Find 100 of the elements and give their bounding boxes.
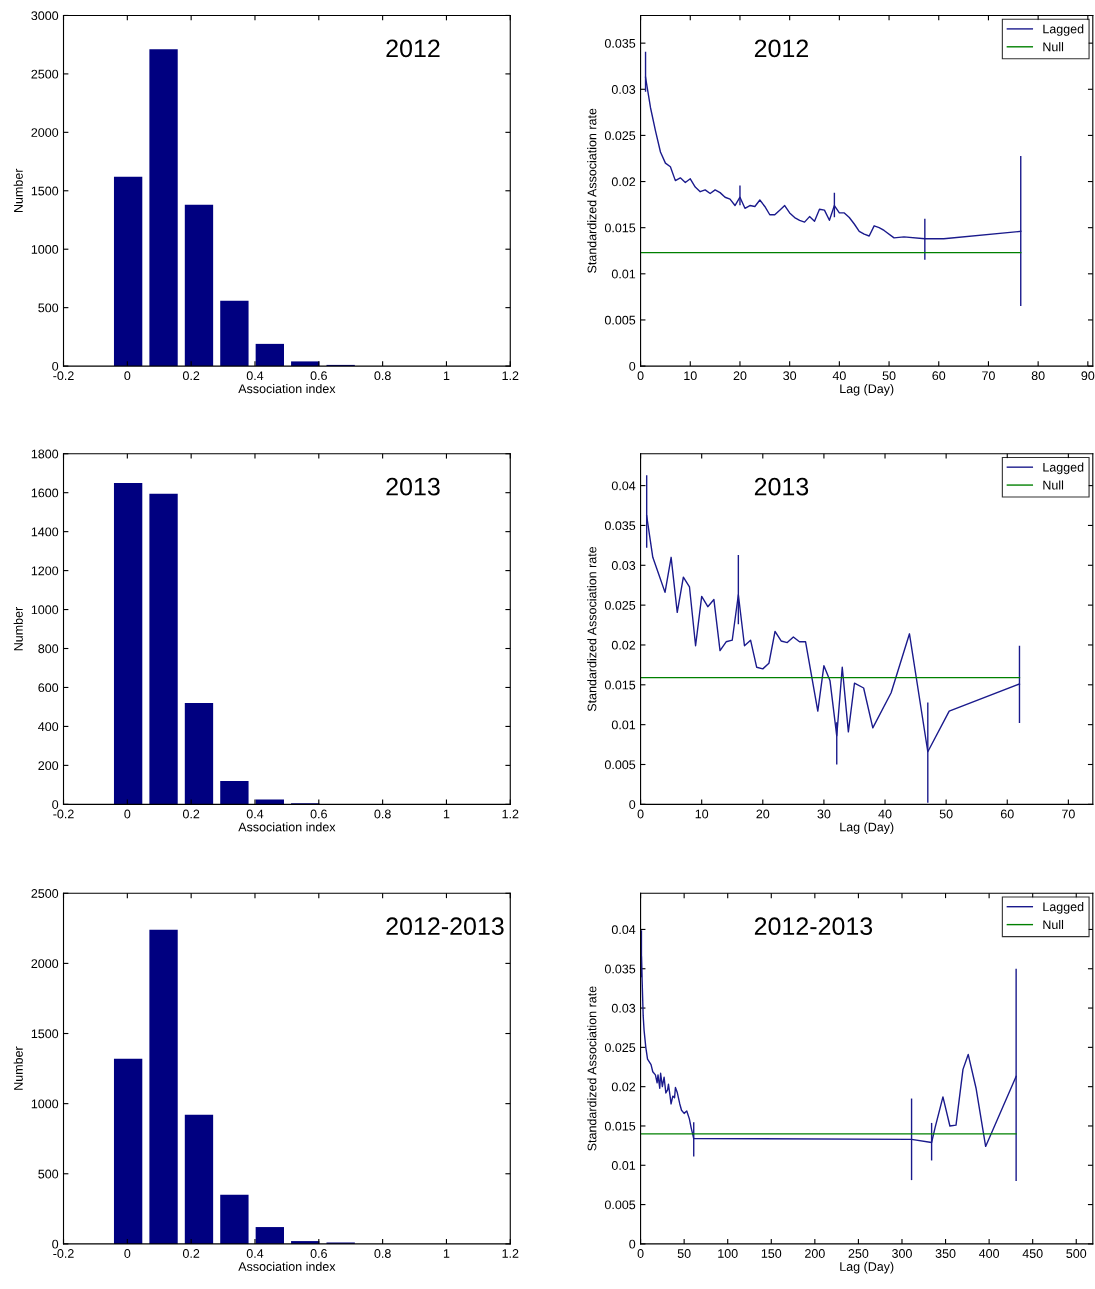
x-tick-label: 1 <box>443 371 450 380</box>
x-tick-label: 70 <box>1062 809 1075 819</box>
x-tick-label: 30 <box>783 371 797 381</box>
x-tick-label: 0 <box>637 1249 644 1258</box>
y-tick-label: 0.01 <box>611 269 636 279</box>
y-tick-label: 3000 <box>31 11 59 21</box>
x-tick-label: 30 <box>817 809 831 819</box>
x-tick-label: 0 <box>124 1249 131 1258</box>
x-tick-label: 350 <box>935 1249 956 1258</box>
y-tick-label: 1400 <box>31 527 59 537</box>
x-tick-label: 0.6 <box>310 809 327 819</box>
y-tick-label: 1000 <box>31 1099 59 1109</box>
legend-label: Lagged <box>1043 902 1084 914</box>
x-tick-label: 0 <box>637 371 644 381</box>
x-tick-label: 20 <box>733 371 747 381</box>
x-tick-label: 60 <box>1000 809 1014 819</box>
x-tick-label: -0.2 <box>53 809 74 819</box>
annotation: 2013 <box>386 477 440 496</box>
x-tick-label: -0.2 <box>53 371 74 381</box>
x-tick-label: 100 <box>718 1249 738 1258</box>
y-tick-label: 0.03 <box>611 1003 636 1013</box>
y-tick-label: 500 <box>38 303 59 313</box>
x-tick-label: 0.6 <box>310 371 327 381</box>
x-tick-label: 90 <box>1081 371 1095 381</box>
x-tick-label: 50 <box>939 809 953 819</box>
x-tick-label: 50 <box>882 371 896 381</box>
annotation: 2012 <box>386 39 440 58</box>
y-tick-label: 0.02 <box>611 640 636 650</box>
x-tick-label: 0 <box>124 809 131 819</box>
y-tick-label: 0.015 <box>604 1121 636 1131</box>
x-axis-title: Lag (Day) <box>840 822 894 834</box>
y-tick-label: 1000 <box>31 245 59 254</box>
x-tick-label: 0.2 <box>182 1249 200 1258</box>
x-tick-label: 40 <box>878 809 892 819</box>
y-axis-title: Standardized Association rate <box>587 986 597 1151</box>
legend-label: Lagged <box>1043 462 1084 475</box>
y-tick-label: 0.025 <box>604 1043 636 1053</box>
y-tick-label: 0.015 <box>604 223 636 233</box>
annotation: 2012-2013 <box>754 917 873 936</box>
x-tick-label: 0.8 <box>374 371 391 381</box>
y-tick-label: 0.04 <box>611 925 636 935</box>
y-tick-label: 1600 <box>31 488 59 498</box>
y-tick-label: 0.035 <box>604 38 636 48</box>
x-axis-title: Lag (Day) <box>840 1261 894 1274</box>
x-tick-label: 0 <box>637 809 644 819</box>
y-tick-label: 0.03 <box>611 85 636 94</box>
y-tick-label: 0.01 <box>611 720 636 730</box>
y-tick-label: 2000 <box>31 959 59 969</box>
annotation: 2012-2013 <box>386 917 504 936</box>
y-tick-label: 600 <box>38 683 59 693</box>
y-tick-label: 1000 <box>31 605 59 615</box>
x-tick-label: 10 <box>684 371 697 381</box>
annotation: 2012 <box>754 39 808 58</box>
x-tick-label: 60 <box>932 371 946 381</box>
y-tick-label: 2500 <box>31 69 59 79</box>
y-tick-label: 0.04 <box>611 481 636 491</box>
y-tick-label: 800 <box>38 644 59 654</box>
legend-label: Null <box>1043 480 1064 490</box>
y-tick-label: 1800 <box>31 449 59 459</box>
x-tick-label: 10 <box>695 809 709 819</box>
x-tick-label: 150 <box>761 1249 782 1258</box>
x-tick-label: 40 <box>832 371 846 381</box>
y-tick-label: 500 <box>38 1169 59 1179</box>
y-tick-label: 0 <box>52 1239 59 1249</box>
y-tick-label: 2500 <box>31 889 59 898</box>
x-tick-label: 0.8 <box>374 809 391 819</box>
x-tick-label: 70 <box>982 371 995 381</box>
y-tick-label: 0 <box>52 361 59 371</box>
y-tick-label: 0.035 <box>604 521 636 531</box>
y-axis-title: Number <box>13 1046 23 1090</box>
y-tick-label: 1500 <box>31 1029 59 1039</box>
x-tick-label: 500 <box>1066 1249 1087 1258</box>
y-axis-title: Standardized Association rate <box>587 546 597 712</box>
x-tick-label: 80 <box>1031 371 1045 381</box>
y-tick-label: 0.025 <box>604 600 636 610</box>
x-tick-label: 0.2 <box>182 371 200 381</box>
x-tick-label: 1 <box>443 809 450 819</box>
y-tick-label: 2000 <box>31 128 59 137</box>
x-tick-label: 0.4 <box>246 371 264 381</box>
x-tick-label: 250 <box>848 1249 869 1258</box>
annotation: 2013 <box>754 477 809 496</box>
x-axis-title: Association index <box>238 822 336 832</box>
x-tick-label: 50 <box>677 1249 691 1258</box>
x-tick-label: 300 <box>892 1249 912 1258</box>
x-tick-label: 200 <box>805 1249 825 1258</box>
y-tick-label: 0.035 <box>604 964 636 974</box>
x-tick-label: 0.6 <box>310 1249 327 1258</box>
x-tick-label: 1.2 <box>502 1249 519 1258</box>
x-tick-label: 1.2 <box>502 371 519 380</box>
x-tick-label: 0 <box>124 371 131 381</box>
x-tick-label: 450 <box>1022 1249 1043 1258</box>
y-tick-label: 0.025 <box>604 131 636 141</box>
y-tick-label: 1200 <box>31 566 59 576</box>
x-axis-title: Association index <box>238 383 336 394</box>
x-tick-label: 1.2 <box>502 809 519 819</box>
y-tick-label: 0.02 <box>611 177 636 187</box>
x-tick-label: 0.2 <box>182 809 200 819</box>
legend-label: Null <box>1043 919 1064 930</box>
y-tick-label: 0.03 <box>611 561 636 570</box>
x-axis-title: Lag (Day) <box>840 383 894 396</box>
